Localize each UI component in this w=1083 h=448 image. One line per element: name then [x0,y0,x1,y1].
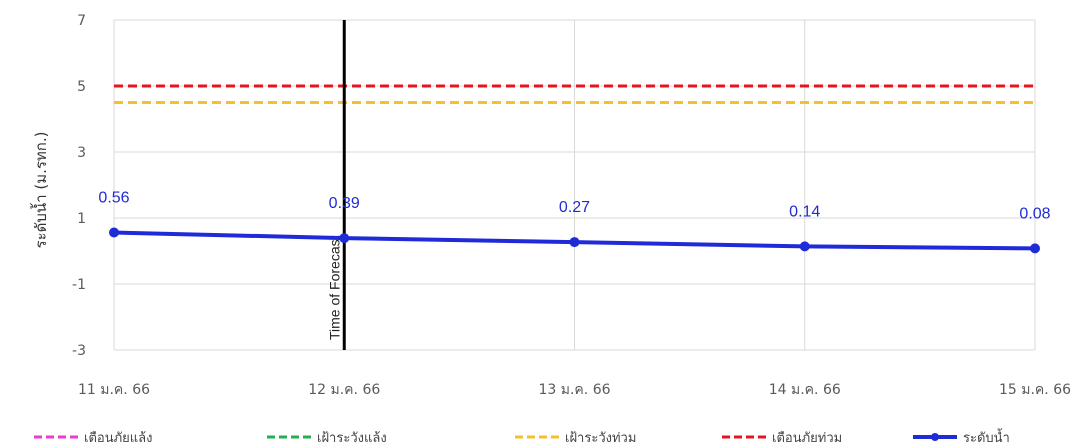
data-label: 0.27 [559,199,590,216]
data-label: 0.56 [98,190,129,207]
y-tick-label: 3 [77,145,86,161]
y-tick-labels: -3 -1 1 3 5 7 [72,13,86,359]
legend-marker [931,433,939,441]
legend-item: ระดับน้ำ [913,428,1010,446]
x-tick-label: 15 ม.ค. 66 [999,382,1071,398]
gridlines [113,19,1036,351]
y-axis-label: ระดับน้ำ (ม.รทก.) [30,132,50,249]
y-tick-label: 1 [77,211,86,227]
x-tick-label: 12 ม.ค. 66 [308,382,380,398]
legend-item: เฝ้าระวังท่วม [515,431,636,446]
data-label: 0.39 [329,195,360,212]
data-label: 0.08 [1019,205,1050,222]
y-tick-label: -3 [72,343,86,359]
y-tick-label: -1 [72,277,86,293]
y-tick-label: 5 [77,79,86,95]
data-point [1030,243,1040,254]
forecast-label: Time of Forecast [326,235,342,340]
data-point [339,233,350,244]
legend-label: เตือนภัยแล้ง [84,430,152,446]
x-tick-label: 14 ม.ค. 66 [769,382,841,398]
legend-item: เตือนภัยแล้ง [34,430,152,446]
legend-label: เตือนภัยท่วม [772,430,842,446]
forecast-marker: Time of Forecast [326,20,346,350]
x-tick-label: 11 ม.ค. 66 [78,382,150,398]
legend-item: เตือนภัยท่วม [722,430,842,446]
x-tick-label: 13 ม.ค. 66 [538,382,610,398]
legend: เตือนภัยแล้ง เฝ้าระวังแล้ง เฝ้าระวังท่วม เต… [34,428,1010,446]
legend-label: เฝ้าระวังแล้ง [317,431,387,446]
data-point [799,241,810,252]
series-layer: 0.56 0.39 0.27 0.14 0.08 [98,190,1051,254]
legend-item: เฝ้าระวังแล้ง [267,431,387,446]
y-tick-label: 7 [77,13,86,29]
data-label: 0.14 [789,203,820,220]
y-axis-title: ระดับน้ำ (ม.รทก.) [30,132,50,249]
data-point [569,237,580,248]
x-tick-labels: 11 ม.ค. 66 12 ม.ค. 66 13 ม.ค. 66 14 ม.ค. 66… [78,382,1071,398]
legend-label: เฝ้าระวังท่วม [565,431,636,446]
data-point [109,227,119,238]
legend-label: ระดับน้ำ [963,428,1010,446]
